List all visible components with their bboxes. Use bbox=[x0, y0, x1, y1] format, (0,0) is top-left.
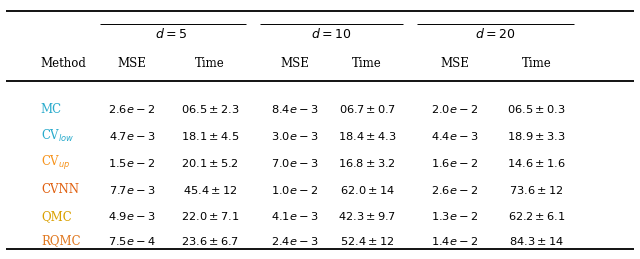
Text: Time: Time bbox=[352, 57, 382, 70]
Text: $22.0 \pm 7.1$: $22.0 \pm 7.1$ bbox=[181, 210, 239, 222]
Text: $18.4 \pm 4.3$: $18.4 \pm 4.3$ bbox=[338, 130, 396, 142]
Text: $18.1 \pm 4.5$: $18.1 \pm 4.5$ bbox=[181, 130, 239, 142]
Text: RQMC: RQMC bbox=[41, 234, 81, 247]
Text: $1.3e-2$: $1.3e-2$ bbox=[431, 210, 478, 222]
Text: $42.3 \pm 9.7$: $42.3 \pm 9.7$ bbox=[339, 210, 396, 222]
Text: $1.0e-2$: $1.0e-2$ bbox=[271, 184, 319, 196]
Text: $1.5e-2$: $1.5e-2$ bbox=[108, 157, 156, 169]
Text: $62.0 \pm 14$: $62.0 \pm 14$ bbox=[339, 184, 395, 196]
Text: $1.4e-2$: $1.4e-2$ bbox=[431, 235, 478, 247]
Text: CVNN: CVNN bbox=[41, 183, 79, 196]
Text: Time: Time bbox=[522, 57, 551, 70]
Text: Time: Time bbox=[195, 57, 225, 70]
Text: MC: MC bbox=[41, 103, 62, 116]
Text: $14.6 \pm 1.6$: $14.6 \pm 1.6$ bbox=[507, 157, 566, 169]
Text: $4.4e-3$: $4.4e-3$ bbox=[431, 130, 479, 142]
Text: $4.9e-3$: $4.9e-3$ bbox=[108, 210, 156, 222]
Text: $7.5e-4$: $7.5e-4$ bbox=[108, 235, 156, 247]
Text: MSE: MSE bbox=[440, 57, 469, 70]
Text: $73.6 \pm 12$: $73.6 \pm 12$ bbox=[509, 184, 564, 196]
Text: $d = 10$: $d = 10$ bbox=[311, 27, 351, 41]
Text: Method: Method bbox=[41, 57, 87, 70]
Text: $2.4e-3$: $2.4e-3$ bbox=[271, 235, 319, 247]
Text: $2.6e-2$: $2.6e-2$ bbox=[431, 184, 478, 196]
Text: $8.4e-3$: $8.4e-3$ bbox=[271, 103, 319, 115]
Text: CV$_{\mathit{low}}$: CV$_{\mathit{low}}$ bbox=[41, 128, 75, 145]
Text: $1.6e-2$: $1.6e-2$ bbox=[431, 157, 478, 169]
Text: $7.7e-3$: $7.7e-3$ bbox=[109, 184, 155, 196]
Text: $3.0e-3$: $3.0e-3$ bbox=[271, 130, 319, 142]
Text: CV$_{\mathit{up}}$: CV$_{\mathit{up}}$ bbox=[41, 154, 70, 172]
Text: $18.9 \pm 3.3$: $18.9 \pm 3.3$ bbox=[507, 130, 566, 142]
Text: $4.7e-3$: $4.7e-3$ bbox=[109, 130, 155, 142]
Text: $06.7 \pm 0.7$: $06.7 \pm 0.7$ bbox=[339, 103, 396, 115]
Text: $20.1 \pm 5.2$: $20.1 \pm 5.2$ bbox=[182, 157, 239, 169]
Text: $16.8 \pm 3.2$: $16.8 \pm 3.2$ bbox=[339, 157, 396, 169]
Text: $7.0e-3$: $7.0e-3$ bbox=[271, 157, 319, 169]
Text: QMC: QMC bbox=[41, 210, 72, 223]
Text: MSE: MSE bbox=[280, 57, 309, 70]
Text: $06.5 \pm 0.3$: $06.5 \pm 0.3$ bbox=[507, 103, 566, 115]
Text: $4.1e-3$: $4.1e-3$ bbox=[271, 210, 319, 222]
Text: $45.4 \pm 12$: $45.4 \pm 12$ bbox=[183, 184, 237, 196]
Text: MSE: MSE bbox=[117, 57, 147, 70]
Text: $2.0e-2$: $2.0e-2$ bbox=[431, 103, 478, 115]
Text: $23.6 \pm 6.7$: $23.6 \pm 6.7$ bbox=[182, 235, 239, 247]
Text: $d = 5$: $d = 5$ bbox=[155, 27, 187, 41]
Text: $84.3 \pm 14$: $84.3 \pm 14$ bbox=[509, 235, 564, 247]
Text: $2.6e-2$: $2.6e-2$ bbox=[108, 103, 156, 115]
Text: $06.5 \pm 2.3$: $06.5 \pm 2.3$ bbox=[181, 103, 239, 115]
Text: $d = 20$: $d = 20$ bbox=[476, 27, 516, 41]
Text: $52.4 \pm 12$: $52.4 \pm 12$ bbox=[340, 235, 394, 247]
Text: $62.2 \pm 6.1$: $62.2 \pm 6.1$ bbox=[508, 210, 565, 222]
